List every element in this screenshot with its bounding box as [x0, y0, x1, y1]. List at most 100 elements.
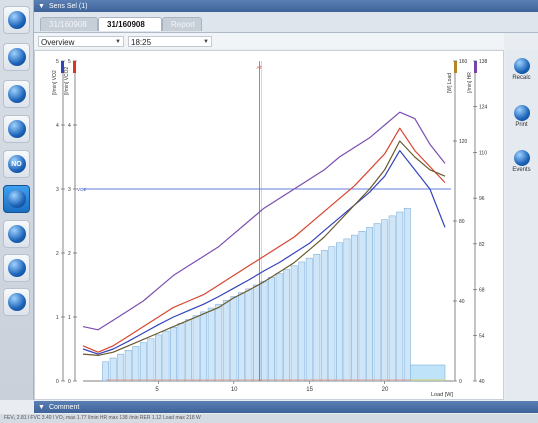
- load-bar: [192, 315, 200, 382]
- patient-icon: [7, 11, 26, 29]
- power-icon: [7, 293, 26, 311]
- no-gas-icon: NO: [7, 155, 26, 173]
- load-bar: [328, 246, 336, 382]
- load-bar: [162, 330, 170, 382]
- load-bar: [343, 238, 351, 382]
- load-bar: [139, 342, 147, 382]
- settings-icon: [7, 48, 26, 66]
- nav-button-patient[interactable]: [3, 6, 30, 34]
- events-label: Events: [512, 167, 531, 173]
- x-axis-label: Load [W]: [431, 392, 453, 398]
- load-bar: [305, 257, 313, 382]
- load-bar: [358, 230, 366, 382]
- right-axis-tick-label: 124: [479, 105, 488, 111]
- right-axis-color-marker: [454, 61, 457, 73]
- load-bar: [351, 234, 358, 382]
- left-axis-tick-label: 1: [68, 315, 71, 321]
- reference-line-label: AT: [256, 65, 262, 70]
- load-bar: [170, 326, 177, 382]
- load-bar: [109, 357, 117, 382]
- comment-title: Comment: [48, 403, 80, 411]
- right-axis-tick-label: 110: [479, 150, 487, 156]
- window-title-bar[interactable]: ▼ Sens Sel (1): [34, 0, 538, 12]
- nav-button-calibration[interactable]: [3, 80, 30, 108]
- events-icon: [513, 150, 530, 166]
- tab-previous[interactable]: 31/160908: [40, 17, 98, 31]
- view-select[interactable]: Overview ▼: [38, 36, 124, 47]
- nav-button-no-gas[interactable]: NO: [3, 150, 30, 178]
- print-label: Print: [515, 122, 528, 128]
- right-axis-tick-label: 54: [479, 333, 485, 339]
- recalc-label: Recalc: [512, 75, 531, 81]
- right-axis-tick-label: 80: [459, 219, 465, 225]
- time-select[interactable]: 18:25 ▼: [128, 36, 212, 47]
- export-icon: [7, 225, 26, 243]
- load-bar: [283, 269, 291, 382]
- right-axis-tick-label: 120: [459, 139, 468, 145]
- nav-button-ergometry[interactable]: [3, 185, 30, 213]
- nav-button-measurement[interactable]: [3, 115, 30, 143]
- tab-report[interactable]: Report: [162, 17, 202, 31]
- calibration-icon: [7, 85, 26, 103]
- right-axis-tick-label: 40: [479, 379, 485, 385]
- load-bar: [245, 288, 253, 382]
- controls-row: Overview ▼ 18:25 ▼: [34, 33, 504, 49]
- right-axis-label: [W] Load: [447, 73, 453, 93]
- tab-current[interactable]: 31/160908: [98, 17, 162, 31]
- measurement-icon: [7, 120, 26, 138]
- load-bar: [260, 280, 268, 382]
- load-bar: [275, 273, 283, 382]
- recalc-button[interactable]: Recalc: [505, 58, 538, 81]
- x-axis-tick-label: 5: [155, 387, 159, 393]
- load-bar: [102, 361, 110, 382]
- series-line-ve: [82, 140, 446, 356]
- left-nav: NO: [0, 0, 34, 400]
- load-bar: [396, 211, 404, 382]
- left-axis-tick-label: 4: [68, 123, 71, 129]
- left-axis-color-marker: [61, 61, 64, 73]
- left-axis-tick-label: 1: [56, 315, 59, 321]
- window-title: Sens Sel (1): [48, 2, 88, 10]
- load-bar: [268, 277, 275, 382]
- left-axis-color-marker: [73, 61, 76, 73]
- right-axis-tick-label: 68: [479, 288, 485, 294]
- nav-button-export[interactable]: [3, 220, 30, 248]
- load-bar: [177, 323, 185, 382]
- nav-button-settings[interactable]: [3, 43, 30, 71]
- load-bar: [147, 338, 155, 382]
- x-axis-tick-label: 10: [231, 387, 238, 393]
- right-axis-color-marker: [474, 61, 477, 73]
- nav-button-info[interactable]: [3, 254, 30, 282]
- chevron-down-icon: ▼: [115, 39, 121, 45]
- series-line-hr: [82, 111, 446, 331]
- print-button[interactable]: Print: [505, 105, 538, 128]
- right-axis-tick-label: 40: [459, 299, 465, 305]
- nav-button-power[interactable]: [3, 288, 30, 316]
- collapse-arrow-icon[interactable]: ▼: [38, 403, 45, 411]
- load-bar: [222, 300, 230, 382]
- print-icon: [513, 105, 530, 121]
- load-bar: [154, 334, 162, 382]
- load-bar: [388, 215, 396, 382]
- reference-line-label: VO2: [77, 187, 87, 192]
- status-text: FEV₁ 2.81 l FVC 3.40 l VO₂ max 1.77 l/mi…: [4, 415, 201, 421]
- series-line-vco2: [82, 127, 446, 353]
- collapse-arrow-icon[interactable]: ▼: [38, 2, 45, 10]
- chevron-down-icon: ▼: [203, 39, 209, 45]
- events-button[interactable]: Events: [505, 150, 538, 173]
- load-bar: [335, 242, 343, 382]
- load-bar: [373, 223, 381, 382]
- comment-bar[interactable]: ▼ Comment: [34, 401, 538, 413]
- load-bar: [381, 219, 389, 382]
- right-axis-tick-label: 82: [479, 242, 485, 248]
- right-axis-tick-label: 0: [459, 379, 462, 385]
- status-bar: FEV₁ 2.81 l FVC 3.40 l VO₂ max 1.77 l/mi…: [0, 414, 538, 423]
- left-axis-tick-label: 5: [68, 59, 71, 65]
- load-bar: [290, 265, 298, 382]
- load-bar: [132, 346, 140, 382]
- right-axis-label: [/min] HR: [467, 72, 473, 93]
- load-bar: [207, 307, 215, 382]
- load-bar: [117, 353, 125, 382]
- chart-panel: [l/min] VO2 0 1 2 3 4 5 [l/min] VCO2 0 1 2 3 4 5 [W] L…: [34, 50, 504, 400]
- load-bar: [253, 284, 260, 382]
